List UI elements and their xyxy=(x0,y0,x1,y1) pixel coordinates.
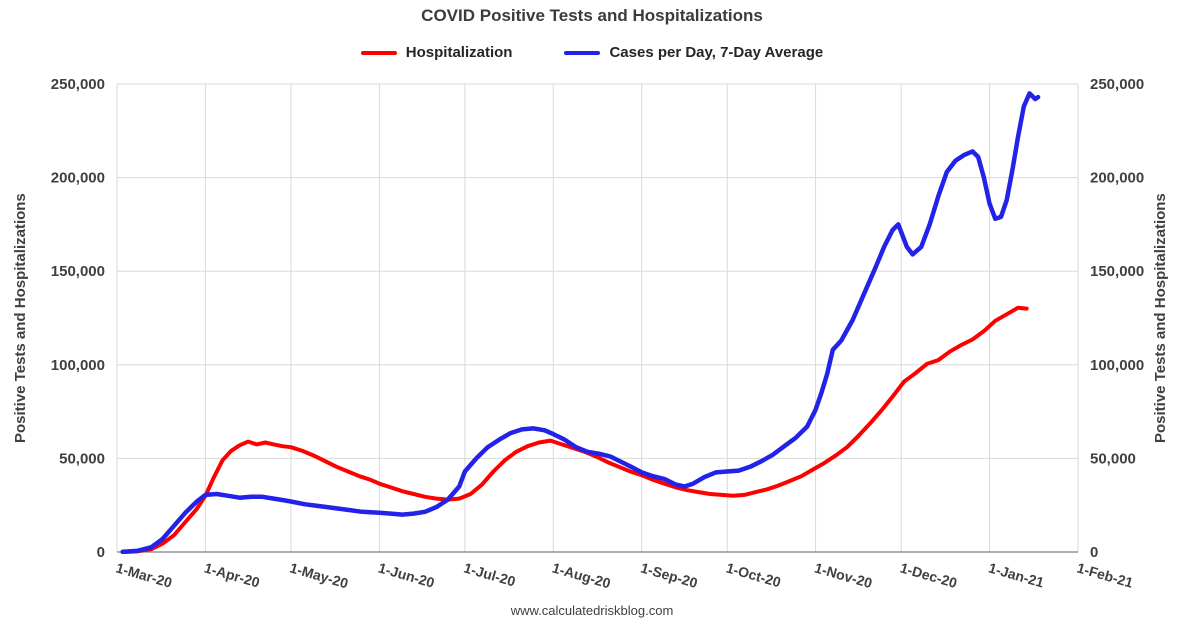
svg-text:1-Jul-20: 1-Jul-20 xyxy=(462,560,517,590)
legend-item-cases: Cases per Day, 7-Day Average xyxy=(564,44,823,61)
svg-text:1-Oct-20: 1-Oct-20 xyxy=(724,560,782,591)
svg-text:0: 0 xyxy=(1090,544,1098,561)
hospitalization-line-swatch xyxy=(360,50,397,55)
svg-text:1-Sep-20: 1-Sep-20 xyxy=(639,560,700,592)
svg-text:1-Mar-20: 1-Mar-20 xyxy=(114,560,174,591)
svg-text:0: 0 xyxy=(97,544,105,561)
svg-text:1-Nov-20: 1-Nov-20 xyxy=(813,560,874,592)
svg-text:150,000: 150,000 xyxy=(1090,263,1144,280)
svg-text:1-Jun-20: 1-Jun-20 xyxy=(377,560,437,591)
chart-title: COVID Positive Tests and Hospitalization… xyxy=(421,6,763,25)
svg-text:200,000: 200,000 xyxy=(51,170,105,187)
svg-text:150,000: 150,000 xyxy=(51,263,105,280)
svg-text:200,000: 200,000 xyxy=(1090,170,1144,187)
svg-text:1-Dec-20: 1-Dec-20 xyxy=(898,560,959,592)
svg-text:250,000: 250,000 xyxy=(51,76,105,93)
legend: Hospitalization Cases per Day, 7-Day Ave… xyxy=(0,44,1184,61)
legend-label: Cases per Day, 7-Day Average xyxy=(609,44,824,61)
svg-text:1-May-20: 1-May-20 xyxy=(288,560,350,592)
legend-label: Hospitalization xyxy=(405,44,513,61)
cases-line-swatch xyxy=(564,50,601,55)
footer-url: www.calculatedriskblog.com xyxy=(510,603,674,618)
svg-text:50,000: 50,000 xyxy=(1090,450,1136,467)
svg-text:1-Aug-20: 1-Aug-20 xyxy=(550,560,612,592)
legend-item-hospitalization: Hospitalization xyxy=(360,44,513,61)
svg-text:100,000: 100,000 xyxy=(1090,357,1144,374)
svg-text:1-Feb-21: 1-Feb-21 xyxy=(1075,560,1135,591)
svg-text:250,000: 250,000 xyxy=(1090,76,1144,93)
svg-text:100,000: 100,000 xyxy=(51,357,105,374)
svg-text:1-Apr-20: 1-Apr-20 xyxy=(203,560,262,591)
svg-text:1-Jan-21: 1-Jan-21 xyxy=(987,560,1046,591)
svg-text:50,000: 50,000 xyxy=(59,450,105,467)
